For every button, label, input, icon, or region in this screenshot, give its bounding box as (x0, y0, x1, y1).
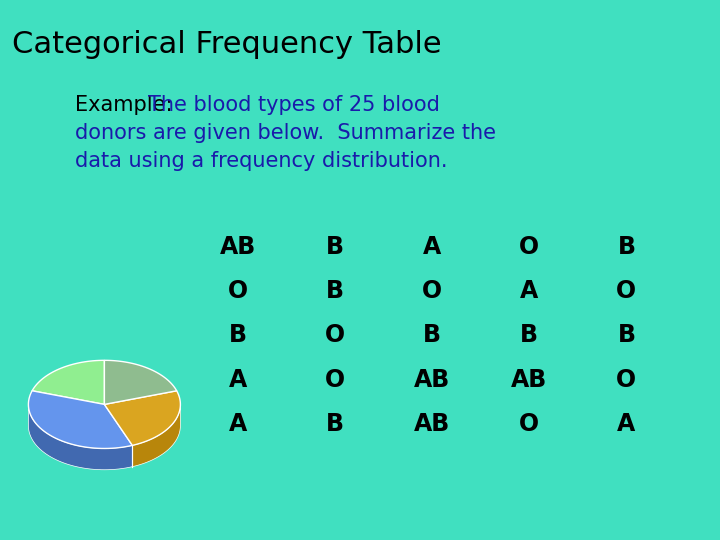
Text: The blood types of 25 blood: The blood types of 25 blood (148, 95, 440, 115)
Text: B: B (325, 279, 344, 303)
Polygon shape (132, 406, 181, 467)
Text: donors are given below.  Summarize the: donors are given below. Summarize the (75, 123, 496, 143)
Text: B: B (325, 412, 344, 436)
Text: A: A (617, 412, 636, 436)
Text: A: A (228, 368, 247, 392)
Polygon shape (28, 405, 132, 470)
Text: B: B (229, 323, 246, 347)
Text: A: A (228, 412, 247, 436)
Text: B: B (325, 235, 344, 259)
Text: A: A (520, 279, 539, 303)
Polygon shape (32, 360, 104, 404)
Text: Categorical Frequency Table: Categorical Frequency Table (12, 30, 441, 59)
Text: A: A (423, 235, 441, 259)
Text: O: O (228, 279, 248, 303)
Text: O: O (616, 279, 636, 303)
Polygon shape (28, 391, 132, 449)
Text: Example:: Example: (75, 95, 179, 115)
Text: O: O (325, 368, 345, 392)
Text: B: B (618, 235, 636, 259)
Text: AB: AB (414, 412, 450, 436)
Polygon shape (104, 391, 181, 446)
Text: O: O (616, 368, 636, 392)
Text: B: B (521, 323, 539, 347)
Text: B: B (618, 323, 636, 347)
Text: AB: AB (220, 235, 256, 259)
Text: AB: AB (414, 368, 450, 392)
Text: AB: AB (511, 368, 547, 392)
Text: O: O (519, 412, 539, 436)
Text: data using a frequency distribution.: data using a frequency distribution. (75, 151, 448, 171)
Polygon shape (104, 360, 176, 404)
Text: O: O (519, 235, 539, 259)
Text: B: B (423, 323, 441, 347)
Text: O: O (422, 279, 442, 303)
Text: O: O (325, 323, 345, 347)
